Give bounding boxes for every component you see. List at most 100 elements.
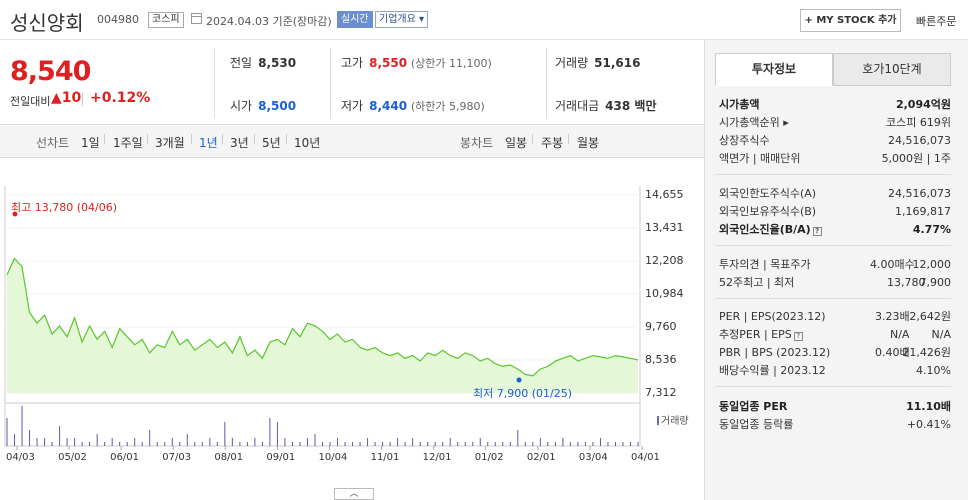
volume-bar	[562, 438, 564, 446]
volume-bar	[629, 442, 631, 446]
listed-shares-row: 상장주식수 24,516,073	[719, 134, 951, 147]
tab-monthly-candle[interactable]: 월봉	[577, 136, 600, 150]
volume-bar	[359, 442, 361, 446]
volume-bar	[547, 442, 549, 446]
volume-bar	[134, 438, 136, 446]
volume-bar	[509, 442, 511, 446]
tab-daily-candle[interactable]: 일봉	[505, 136, 528, 150]
divider	[191, 134, 192, 144]
per-eps-row: PER | EPS(2023.12) 3.23배 2,642원	[719, 310, 951, 323]
volume-bar	[569, 442, 571, 446]
tab-weekly-candle[interactable]: 주봉	[541, 136, 564, 150]
price-chart[interactable]: 14,655 13,431 12,208 10,984 9,760 8,536 7,312 …	[0, 158, 704, 500]
volume-bar	[427, 442, 429, 446]
tab-1d[interactable]: 1일	[81, 136, 100, 150]
volume-bar	[66, 438, 68, 446]
change-divider	[82, 93, 83, 106]
date-info: 2024.04.03 기준(장마감)	[206, 15, 332, 28]
industry-group: 동일업종 PER 11.10배 동일업종 등락률 +0.41%	[715, 398, 951, 434]
stock-code: 004980	[97, 13, 139, 26]
volume-bar	[449, 438, 451, 446]
market-badge: 코스피	[148, 12, 184, 28]
realtime-button[interactable]: 실시간	[337, 11, 373, 28]
divider	[214, 48, 215, 118]
volume-bar	[517, 430, 519, 446]
tab-5y[interactable]: 5년	[262, 136, 281, 150]
x-tick-label: 08/01	[214, 452, 244, 463]
prev-close: 전일 8,530	[230, 56, 297, 70]
volume-bar	[254, 438, 256, 446]
opinion-target-row: 투자의견 | 목표주가 4.00매수 12,000	[719, 258, 951, 271]
volume-bar	[599, 438, 601, 446]
tab-investment-info[interactable]: 투자정보	[715, 53, 833, 86]
x-tick-label: 11/01	[370, 452, 400, 463]
volume-bar	[622, 442, 624, 446]
volume-bar	[89, 442, 91, 446]
price-chart-svg	[4, 186, 643, 450]
market-cap-rank-row[interactable]: 시가총액순위 ▸ 코스피 619위	[719, 116, 951, 129]
volume-bar	[59, 426, 61, 446]
x-tick-label: 07/03	[162, 452, 192, 463]
divider	[330, 48, 331, 118]
pbr-bps-row: PBR | BPS (2023.12) 0.40배 21,426원	[719, 346, 951, 359]
industry-change-row[interactable]: 동일업종 등락률 +0.41%	[719, 418, 951, 431]
tab-3y[interactable]: 3년	[230, 136, 249, 150]
volume-bar	[637, 442, 639, 446]
volume-bar	[337, 438, 339, 446]
add-mystock-button[interactable]: + MY STOCK 추가	[800, 9, 901, 32]
volume-bar	[494, 442, 496, 446]
help-icon[interactable]: ?	[793, 332, 803, 341]
help-icon[interactable]: ?	[812, 227, 822, 236]
low-marker-dot	[516, 377, 522, 383]
volume-bar	[239, 442, 241, 446]
volume-bar	[29, 430, 31, 446]
change-percent: +0.12%	[90, 90, 151, 106]
change-label: 전일대비	[10, 95, 51, 108]
volume-bar	[261, 442, 263, 446]
volume-bar	[457, 442, 459, 446]
volume-bar	[299, 442, 301, 446]
volume-bar	[209, 438, 211, 446]
stock-header: 성신양회 004980 코스피 2024.04.03 기준(장마감) 실시간 기…	[0, 0, 968, 40]
price-area-fill	[7, 258, 638, 393]
chart-period-bar: 선차트 1일 1주일 3개월 1년 3년 5년 10년 봉차트 일봉 주봉 월봉	[0, 126, 704, 158]
volume-bar	[171, 438, 173, 446]
volume-bar	[216, 442, 218, 446]
volume-bar	[404, 442, 406, 446]
volume-bar	[224, 422, 226, 446]
x-tick-label: 03/04	[578, 452, 608, 463]
x-tick-label: 06/01	[110, 452, 139, 463]
volume-bar	[36, 438, 38, 446]
quick-order-link[interactable]: 빠른주문	[916, 15, 957, 28]
tab-10y[interactable]: 10년	[294, 136, 321, 150]
foreign-holdings-row: 외국인보유주식수(B) 1,169,817	[719, 205, 951, 218]
volume-bar	[524, 442, 526, 446]
tab-3m[interactable]: 3개월	[155, 136, 185, 150]
volume-bar	[284, 438, 286, 446]
volume-bar	[502, 442, 504, 446]
collapse-chart-button[interactable]: ︿	[334, 488, 374, 500]
dividend-yield-row: 배당수익률 | 2023.12 4.10%	[719, 364, 951, 377]
foreign-limit-row: 외국인한도주식수(A) 24,516,073	[719, 187, 951, 200]
divider	[104, 134, 105, 144]
tab-1w[interactable]: 1주일	[113, 136, 143, 150]
volume-bar	[306, 438, 308, 446]
volume-bar	[6, 418, 8, 446]
volume-bar	[194, 442, 196, 446]
tab-1y[interactable]: 1년	[199, 136, 218, 150]
volume-bar	[44, 438, 46, 446]
volume-bar	[607, 442, 609, 446]
volume-bar	[487, 442, 489, 446]
high-marker-label: 최고 13,780 (04/06)	[11, 201, 118, 214]
volume-bar	[397, 438, 399, 446]
volume-bar	[554, 442, 556, 446]
x-tick-label: 02/01	[526, 452, 556, 463]
divider	[532, 134, 533, 144]
x-tick-label: 04/03	[6, 452, 35, 463]
corp-overview-dropdown[interactable]: 기업개요 ▾	[375, 11, 428, 28]
volume-bar	[14, 434, 16, 446]
volume-bar	[329, 442, 331, 446]
tab-orderbook-10[interactable]: 호가10단계	[833, 53, 951, 86]
volume-bar	[539, 438, 541, 446]
industry-per-row[interactable]: 동일업종 PER 11.10배	[719, 400, 951, 413]
